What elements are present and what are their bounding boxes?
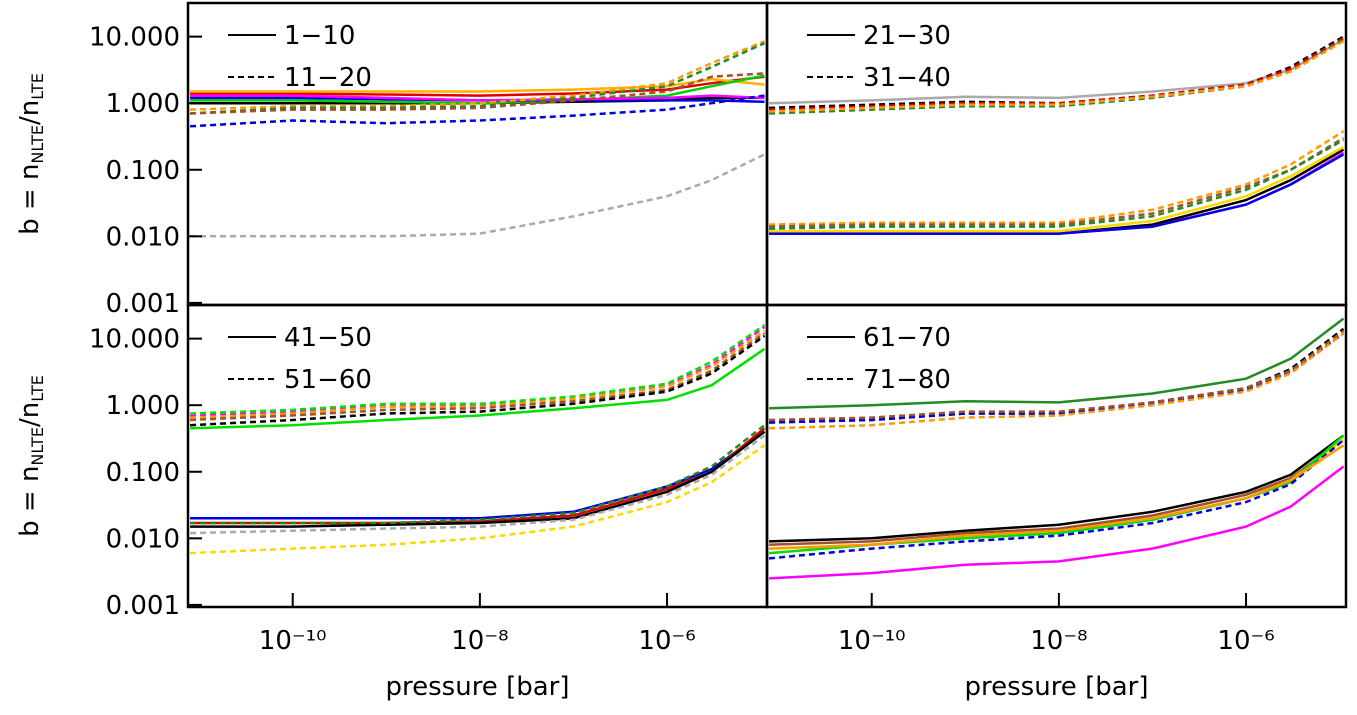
data-line <box>769 38 1345 115</box>
data-line <box>190 94 765 102</box>
panel-frame <box>765 303 1348 609</box>
y-axis-label: b = nNLTE/nLTE <box>15 73 47 235</box>
panel-frame <box>186 303 769 609</box>
panel <box>769 35 1345 235</box>
data-line <box>768 439 1345 560</box>
data-line <box>190 77 765 93</box>
legend-label: 61−70 <box>863 323 951 353</box>
panel-frame <box>186 1 769 307</box>
data-line <box>769 138 1345 230</box>
x-tick-label: 10⁻⁶ <box>1217 626 1274 656</box>
data-line <box>769 332 1345 424</box>
data-line <box>190 74 765 105</box>
y-tick-label: 0.100 <box>106 458 180 488</box>
data-line <box>190 75 765 97</box>
panel <box>190 323 766 555</box>
data-line <box>769 130 1345 226</box>
legend-label: 1−10 <box>284 21 355 51</box>
panel <box>190 40 766 238</box>
data-line <box>769 317 1345 410</box>
panel-frame <box>765 1 1348 307</box>
legend-label: 11−20 <box>284 63 372 93</box>
data-line <box>769 434 1345 543</box>
data-line <box>190 430 766 528</box>
data-line <box>769 153 1345 235</box>
legend-label: 41−50 <box>284 323 372 353</box>
y-axis-label-part: /n <box>15 402 45 427</box>
data-line <box>769 332 1345 430</box>
data-line <box>190 424 766 525</box>
y-tick-label: 0.010 <box>106 524 180 554</box>
legend-label: 51−60 <box>284 365 372 395</box>
x-tick-label: 10⁻¹⁰ <box>838 626 906 656</box>
data-line <box>190 434 766 535</box>
x-tick-label: 10⁻¹⁰ <box>259 626 327 656</box>
data-line <box>190 444 766 555</box>
data-line <box>769 327 1345 424</box>
y-axis-label: b = nNLTE/nLTE <box>15 375 47 537</box>
legend-label: 21−30 <box>863 21 951 51</box>
data-line <box>190 347 766 430</box>
y-axis-label-part: NLTE <box>28 125 47 164</box>
data-line <box>769 438 1345 547</box>
data-line <box>190 94 765 128</box>
data-line <box>190 323 766 415</box>
legend-label: 31−40 <box>863 63 951 93</box>
y-axis-label-part: b = n <box>15 164 45 235</box>
y-axis-label-part: LTE <box>28 375 47 402</box>
y-axis-label-part: LTE <box>28 73 47 100</box>
y-axis-label-part: NLTE <box>28 427 47 466</box>
data-line <box>190 329 766 419</box>
data-line <box>769 38 1345 105</box>
legend-label: 71−80 <box>863 365 951 395</box>
data-line <box>190 325 766 417</box>
data-line <box>190 430 766 520</box>
data-line <box>190 332 766 422</box>
data-line <box>190 427 766 525</box>
data-line <box>769 151 1345 235</box>
y-tick-label: 10.000 <box>89 23 180 53</box>
y-tick-label: 0.001 <box>106 591 180 621</box>
x-axis-label: pressure [bar] <box>386 672 570 702</box>
y-tick-label: 1.000 <box>106 89 180 119</box>
y-tick-label: 1.000 <box>106 391 180 421</box>
x-tick-label: 10⁻⁶ <box>638 626 695 656</box>
panel <box>768 317 1345 580</box>
data-line <box>769 136 1345 228</box>
data-line <box>769 444 1345 550</box>
data-line <box>769 465 1345 580</box>
y-axis-label-part: b = n <box>15 466 45 537</box>
y-axis-label-part: /n <box>15 100 45 125</box>
y-tick-label: 0.001 <box>106 289 180 319</box>
y-tick-label: 0.100 <box>106 156 180 186</box>
y-tick-label: 0.010 <box>106 222 180 252</box>
data-line <box>190 153 766 238</box>
y-tick-label: 10.000 <box>89 325 180 355</box>
data-line <box>769 145 1345 233</box>
x-tick-label: 10⁻⁸ <box>1030 626 1087 656</box>
x-tick-label: 10⁻⁸ <box>451 626 508 656</box>
x-axis-label: pressure [bar] <box>965 672 1149 702</box>
